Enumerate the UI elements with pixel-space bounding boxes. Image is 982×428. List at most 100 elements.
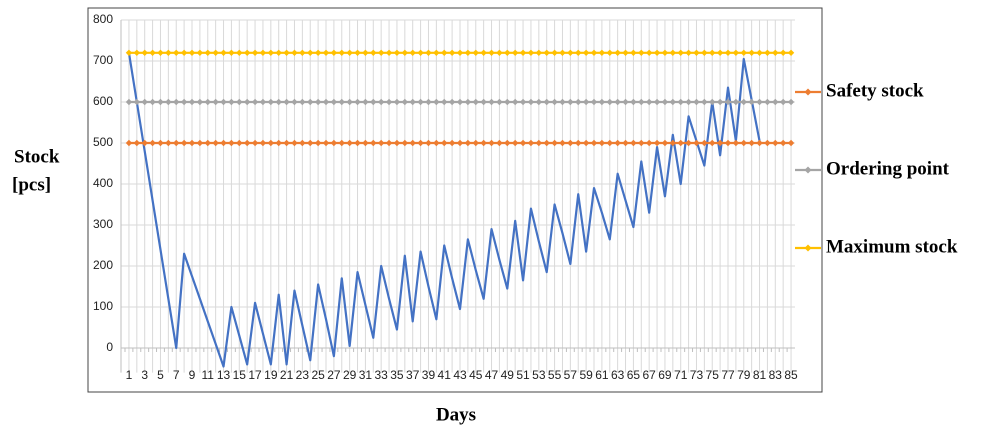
series-marker	[606, 98, 613, 106]
series-marker	[787, 49, 795, 56]
series-marker	[693, 49, 700, 56]
series-marker	[212, 98, 219, 106]
x-tick-label: 29	[343, 368, 357, 382]
series-marker	[645, 139, 653, 147]
series-marker	[709, 139, 716, 147]
series-marker	[559, 98, 566, 106]
series-marker	[228, 98, 235, 106]
series-marker	[756, 98, 763, 106]
series-marker	[590, 49, 598, 56]
series-marker	[598, 139, 606, 147]
series-marker	[251, 49, 259, 56]
series-marker	[275, 98, 282, 106]
series-marker	[180, 139, 188, 147]
series-marker	[448, 139, 456, 147]
series-marker	[180, 98, 188, 106]
series-marker	[764, 139, 771, 147]
series-marker	[196, 98, 204, 106]
x-tick-label: 79	[737, 368, 751, 382]
series-marker	[196, 49, 204, 56]
series-marker	[456, 49, 464, 56]
series-marker	[385, 49, 393, 56]
series-marker	[314, 49, 322, 56]
series-marker	[354, 98, 361, 106]
series-marker	[740, 98, 747, 106]
series-marker	[267, 98, 275, 106]
series-marker	[772, 98, 779, 106]
series-marker	[779, 139, 787, 147]
series-marker	[377, 98, 385, 106]
series-marker	[370, 98, 377, 106]
x-tick-label: 11	[202, 368, 215, 382]
series-marker	[385, 98, 393, 106]
legend-marker	[804, 88, 812, 96]
series-marker	[653, 139, 661, 147]
series-marker	[598, 49, 606, 56]
y-axis-label: Stock	[14, 146, 60, 167]
series-marker	[283, 139, 290, 147]
series-marker	[425, 49, 432, 56]
series-marker	[141, 98, 148, 106]
series-marker	[527, 139, 535, 147]
series-marker	[149, 49, 156, 56]
series-marker	[511, 139, 519, 147]
series-marker	[638, 139, 645, 147]
x-tick-label: 39	[422, 368, 436, 382]
y-axis-label: [pcs]	[12, 174, 51, 195]
series-marker	[472, 49, 479, 56]
series-marker	[433, 98, 440, 106]
series-marker	[716, 49, 724, 56]
legend-label: Safety stock	[826, 80, 924, 101]
x-tick-label: 53	[532, 368, 546, 382]
series-marker	[638, 98, 645, 106]
series-marker	[441, 98, 448, 106]
legend-label: Maximum stock	[826, 236, 958, 257]
series-marker	[338, 98, 345, 106]
series-marker	[291, 139, 298, 147]
series-marker	[701, 139, 708, 147]
series-marker	[590, 98, 598, 106]
series-marker	[464, 98, 472, 106]
x-tick-label: 73	[690, 368, 704, 382]
legend-marker	[804, 166, 812, 174]
series-marker	[669, 49, 677, 56]
series-marker	[496, 139, 503, 147]
series-marker	[165, 98, 172, 106]
series-marker	[456, 139, 464, 147]
series-marker	[362, 49, 369, 56]
series-line	[127, 52, 761, 368]
x-tick-label: 49	[501, 368, 515, 382]
series-marker	[188, 139, 196, 147]
series-marker	[393, 139, 401, 147]
x-tick-label: 19	[264, 368, 278, 382]
x-tick-label: 41	[438, 368, 452, 382]
series-marker	[251, 98, 259, 106]
series-marker	[614, 98, 621, 106]
series-marker	[535, 98, 543, 106]
series-marker	[149, 139, 156, 147]
series-marker	[575, 139, 582, 147]
legend-label: Ordering point	[826, 158, 950, 179]
series-marker	[448, 49, 456, 56]
series-marker	[299, 139, 306, 147]
series-marker	[173, 98, 180, 106]
series-marker	[488, 49, 495, 56]
series-marker	[204, 49, 211, 56]
x-tick-label: 61	[595, 368, 609, 382]
series-marker	[133, 98, 141, 106]
x-tick-label: 27	[327, 368, 341, 382]
series-marker	[307, 49, 314, 56]
series-marker	[732, 49, 740, 56]
series-marker	[259, 49, 267, 56]
series-marker	[488, 98, 495, 106]
series-marker	[614, 139, 621, 147]
y-tick-label: 800	[93, 12, 113, 26]
series-marker	[472, 139, 479, 147]
x-tick-label: 23	[296, 368, 310, 382]
series-marker	[283, 98, 290, 106]
series-marker	[346, 98, 353, 106]
series-marker	[322, 49, 330, 56]
series-marker	[480, 98, 487, 106]
y-tick-label: 600	[93, 94, 113, 108]
series-marker	[196, 139, 204, 147]
